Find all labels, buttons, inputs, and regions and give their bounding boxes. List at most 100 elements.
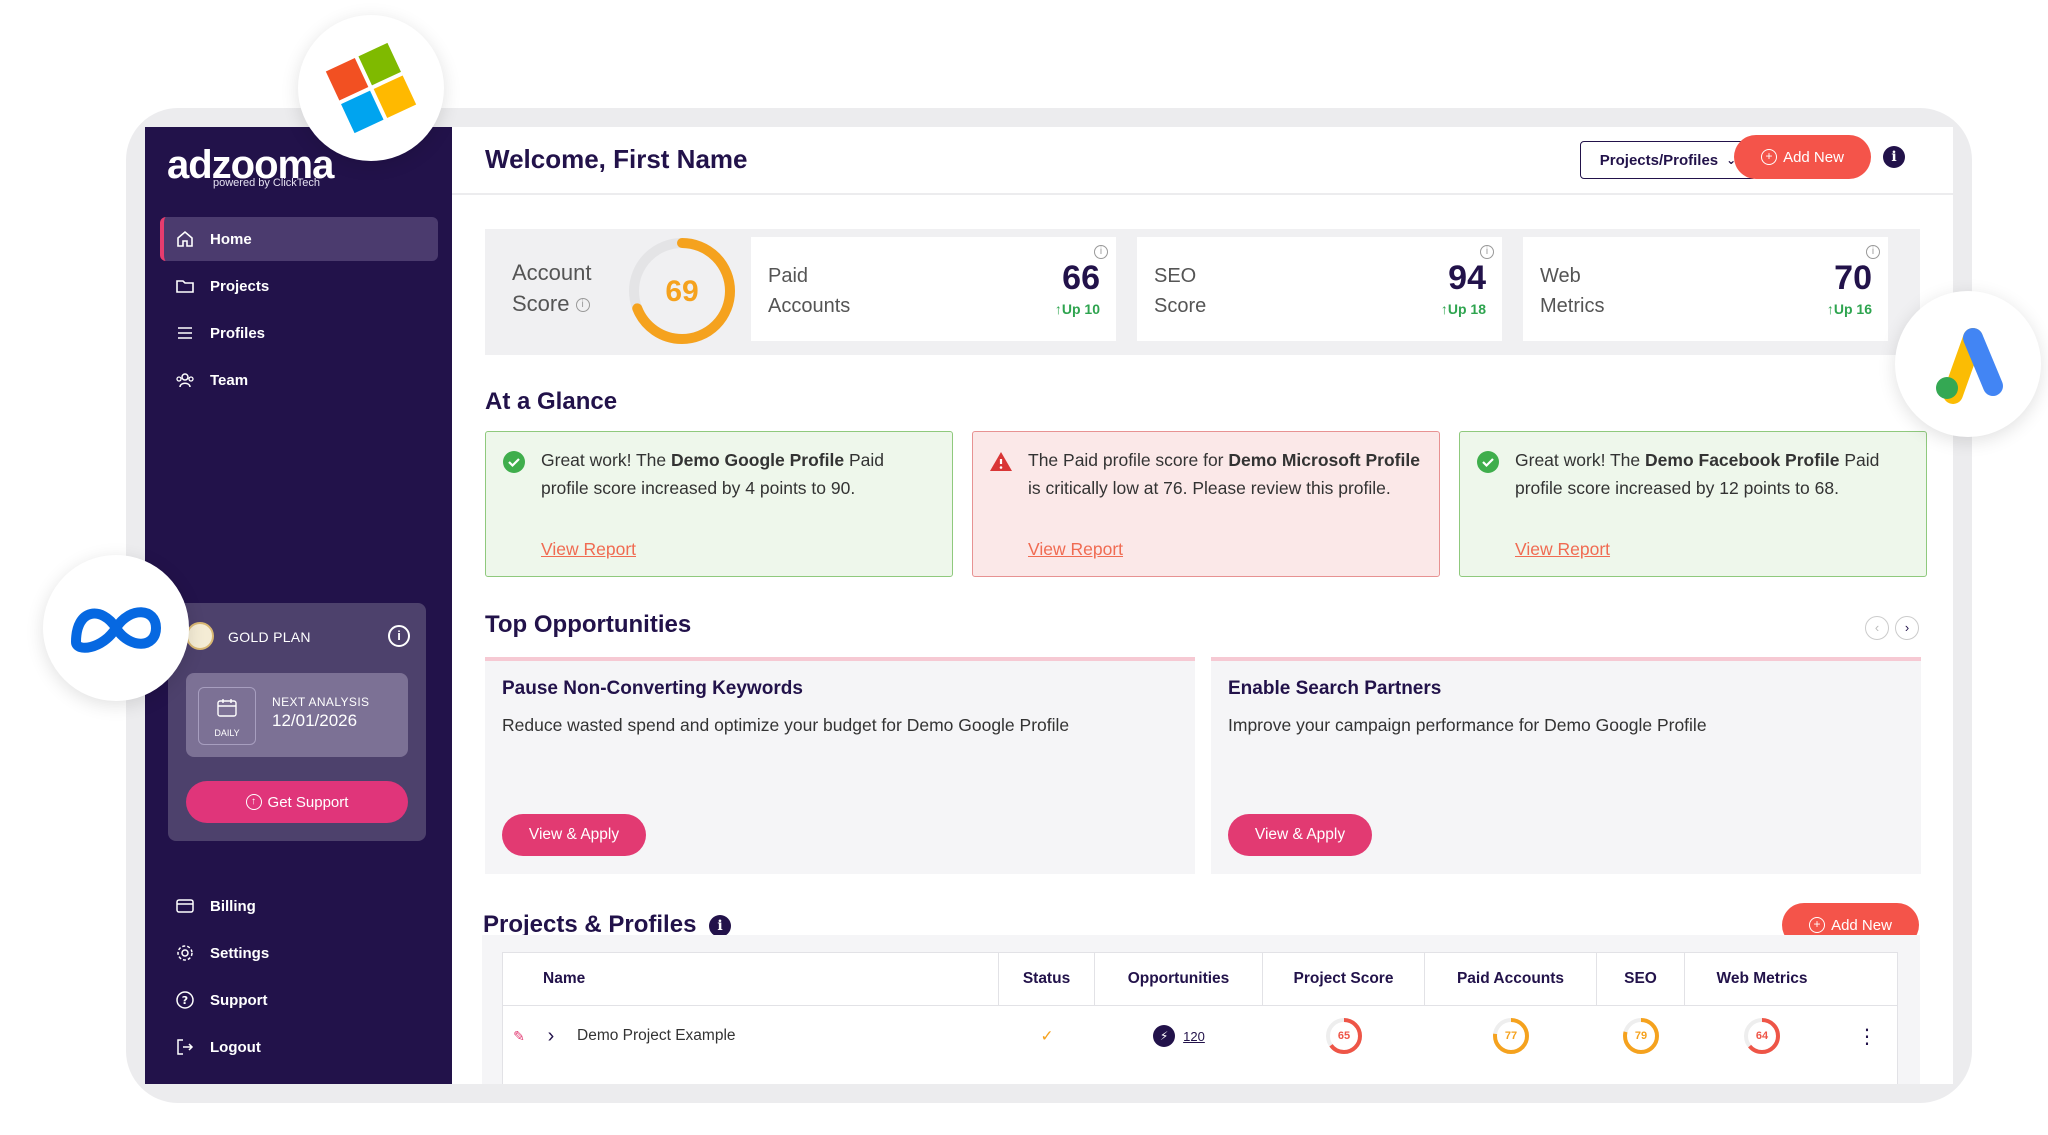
arrow-up-circle-icon: ↑ bbox=[245, 794, 262, 810]
score-ring: 77 bbox=[1491, 1016, 1531, 1056]
sidebar: adzooma powered by ClickTech Home Projec… bbox=[145, 127, 452, 1084]
prev-arrow-icon[interactable]: ‹ bbox=[1865, 616, 1889, 640]
view-report-link[interactable]: View Report bbox=[1028, 539, 1124, 559]
help-icon: ? bbox=[174, 989, 196, 1011]
view-report-link[interactable]: View Report bbox=[541, 539, 637, 559]
opportunity-description: Reduce wasted spend and optimize your bu… bbox=[502, 715, 1070, 735]
info-icon[interactable]: i bbox=[1883, 146, 1905, 168]
score-card-web[interactable]: Web Metrics 70 ↑Up 16 i bbox=[1523, 237, 1888, 341]
ring-value: 77 bbox=[1504, 1030, 1518, 1042]
score-value: 94 bbox=[1448, 259, 1486, 297]
info-icon[interactable]: i bbox=[1094, 245, 1108, 259]
web-metrics-cell: 64 bbox=[1685, 1006, 1839, 1066]
info-icon[interactable]: i bbox=[1866, 245, 1880, 259]
sidebar-item-label: Projects bbox=[210, 277, 270, 295]
adzooma-logo[interactable]: adzooma bbox=[167, 143, 334, 187]
glance-message: Great work! The Demo Facebook Profile Pa… bbox=[1515, 446, 1910, 502]
account-score-line1: Account bbox=[512, 260, 592, 285]
msg-post: is critically low at 76. Please review t… bbox=[1028, 478, 1391, 498]
sidebar-item-billing[interactable]: Billing bbox=[160, 884, 438, 928]
chevron-down-icon: ⌄ bbox=[1726, 153, 1737, 167]
gauge-fill bbox=[629, 238, 735, 344]
glance-message: Great work! The Demo Google Profile Paid… bbox=[541, 446, 936, 502]
sidebar-item-label: Billing bbox=[210, 897, 256, 915]
plan-name: GOLD PLAN bbox=[228, 629, 311, 645]
gear-icon bbox=[174, 942, 196, 964]
glance-card-microsoft: The Paid profile score for Demo Microsof… bbox=[972, 431, 1440, 577]
label-line2: Metrics bbox=[1540, 295, 1605, 317]
sidebar-item-logout[interactable]: Logout bbox=[160, 1025, 438, 1069]
info-icon[interactable]: i bbox=[388, 625, 410, 647]
sidebar-item-label: Settings bbox=[210, 944, 270, 962]
seo-cell: 79 bbox=[1597, 1006, 1685, 1066]
opportunity-card: Pause Non-Converting Keywords Reduce was… bbox=[485, 657, 1195, 874]
sidebar-item-profiles[interactable]: Profiles bbox=[160, 311, 438, 355]
score-card-seo[interactable]: SEO Score 94 ↑Up 18 i bbox=[1137, 237, 1502, 341]
meta-logo bbox=[43, 555, 189, 701]
msg-pre: The Paid profile score for bbox=[1028, 450, 1229, 470]
next-arrow-icon[interactable]: › bbox=[1895, 616, 1919, 640]
lightning-icon: ⚡ bbox=[1153, 1025, 1176, 1047]
column-header-paid-accounts[interactable]: Paid Accounts bbox=[1425, 953, 1597, 1005]
frequency-label: DAILY bbox=[214, 728, 240, 738]
app-window: adzooma powered by ClickTech Home Projec… bbox=[145, 127, 1953, 1084]
score-change: ↑Up 18 bbox=[1441, 301, 1486, 317]
ring-fill bbox=[1623, 1018, 1659, 1054]
label-line1: Paid bbox=[768, 265, 809, 287]
sidebar-bottom-nav: Billing Settings ? Support Logout bbox=[160, 884, 438, 1072]
opportunities-count[interactable]: 120 bbox=[1183, 1028, 1205, 1044]
account-score-value: 69 bbox=[665, 275, 698, 308]
team-icon bbox=[174, 369, 196, 391]
view-apply-button[interactable]: View & Apply bbox=[502, 814, 646, 856]
score-card-label: SEO Score bbox=[1154, 261, 1206, 321]
opportunities-cell[interactable]: ⚡ 120 bbox=[1095, 1006, 1263, 1066]
score-ring: 79 bbox=[1621, 1016, 1661, 1056]
column-header-status[interactable]: Status bbox=[999, 953, 1095, 1005]
project-name[interactable]: Demo Project Example bbox=[577, 1027, 736, 1044]
ring-fill bbox=[1493, 1018, 1529, 1054]
project-score-cell: 65 bbox=[1263, 1006, 1425, 1066]
sidebar-item-home[interactable]: Home bbox=[160, 217, 438, 261]
top-opportunities-heading: Top Opportunities bbox=[485, 611, 692, 638]
page-title: Welcome, First Name bbox=[485, 144, 748, 174]
label-line1: SEO bbox=[1154, 265, 1197, 287]
column-header-seo[interactable]: SEO bbox=[1597, 953, 1685, 1005]
column-header-name[interactable]: Name bbox=[503, 953, 999, 1005]
google-ads-logo bbox=[1895, 291, 2041, 437]
chevron-right-icon[interactable]: › bbox=[547, 1024, 555, 1047]
next-analysis-label: NEXT ANALYSIS bbox=[272, 695, 370, 709]
column-header-opportunities[interactable]: Opportunities bbox=[1095, 953, 1263, 1005]
sidebar-item-support[interactable]: ? Support bbox=[160, 978, 438, 1022]
sidebar-item-team[interactable]: Team bbox=[160, 358, 438, 402]
check-circle-icon bbox=[503, 451, 525, 473]
glance-card-facebook: Great work! The Demo Facebook Profile Pa… bbox=[1459, 431, 1927, 577]
view-apply-button[interactable]: View & Apply bbox=[1228, 814, 1372, 856]
opportunity-description: Improve your campaign performance for De… bbox=[1228, 715, 1707, 735]
column-header-web-metrics[interactable]: Web Metrics bbox=[1716, 970, 1808, 987]
pin-icon[interactable]: ✎ bbox=[513, 1027, 525, 1044]
profile-name: Demo Microsoft Profile bbox=[1228, 450, 1420, 470]
column-header-project-score[interactable]: Project Score bbox=[1263, 953, 1425, 1005]
account-score-gauge: 69 bbox=[629, 238, 735, 344]
score-change: ↑Up 16 bbox=[1827, 301, 1872, 317]
score-card-paid[interactable]: Paid Accounts 66 ↑Up 10 i bbox=[751, 237, 1116, 341]
label-line2: Score bbox=[1154, 295, 1207, 317]
info-icon[interactable]: i bbox=[1480, 245, 1494, 259]
projects-profiles-dropdown[interactable]: Projects/Profiles ⌄ bbox=[1580, 141, 1756, 179]
info-icon[interactable]: i bbox=[709, 915, 732, 937]
sidebar-nav: Home Projects Profiles Team bbox=[160, 217, 438, 405]
add-new-button[interactable]: + Add New bbox=[1734, 135, 1871, 179]
view-report-link[interactable]: View Report bbox=[1515, 539, 1611, 559]
table-row[interactable]: ✎ › Demo Project Example ✓ ⚡ 120 65 77 7… bbox=[503, 1005, 1897, 1065]
next-analysis-card: DAILY NEXT ANALYSIS 12/01/2026 bbox=[186, 673, 408, 757]
ring-fill bbox=[1326, 1018, 1362, 1054]
more-options-icon[interactable]: ⋮ bbox=[1857, 1025, 1877, 1048]
ring-fill bbox=[1744, 1018, 1780, 1054]
projects-table: Name Status Opportunities Project Score … bbox=[502, 952, 1898, 1084]
sidebar-item-settings[interactable]: Settings bbox=[160, 931, 438, 975]
sidebar-item-projects[interactable]: Projects bbox=[160, 264, 438, 308]
info-icon[interactable]: i bbox=[575, 298, 590, 313]
arrow-up-icon: ↑ bbox=[1826, 301, 1834, 317]
svg-text:?: ? bbox=[182, 994, 188, 1007]
get-support-button[interactable]: ↑ Get Support bbox=[186, 781, 408, 823]
